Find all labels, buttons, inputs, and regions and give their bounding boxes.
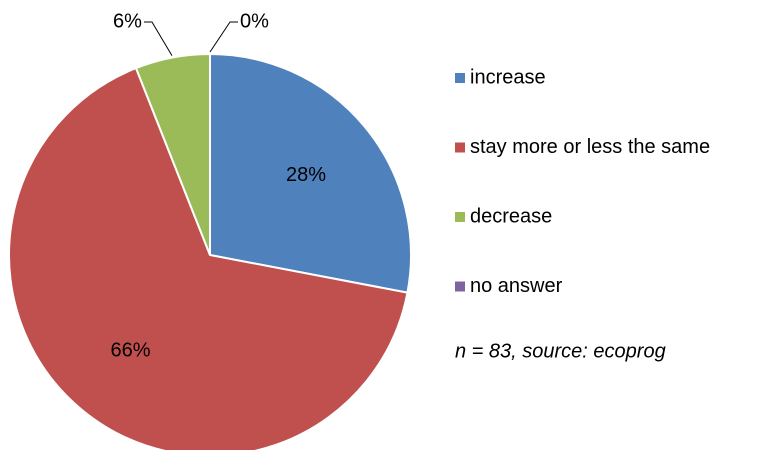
pie-slice	[8, 66, 409, 450]
pie-slice	[134, 52, 211, 256]
legend-swatch	[455, 212, 465, 222]
legend-label: increase	[470, 66, 546, 88]
data-label: 66%	[111, 339, 151, 361]
leader-line	[209, 21, 238, 53]
legend-swatch	[455, 73, 465, 83]
legend-label: decrease	[470, 205, 552, 227]
legend-label: no answer	[470, 275, 563, 297]
legend-swatch	[455, 142, 465, 153]
data-label: 0%	[240, 10, 269, 32]
legend-label: stay more or less the same	[470, 136, 710, 158]
legend-swatch	[455, 281, 465, 292]
annotation: n = 83, source: ecoprog	[455, 340, 666, 362]
leader-line	[143, 21, 173, 56]
data-label: 28%	[286, 164, 326, 186]
pie-slice	[209, 52, 412, 294]
data-label: 6%	[113, 10, 142, 32]
